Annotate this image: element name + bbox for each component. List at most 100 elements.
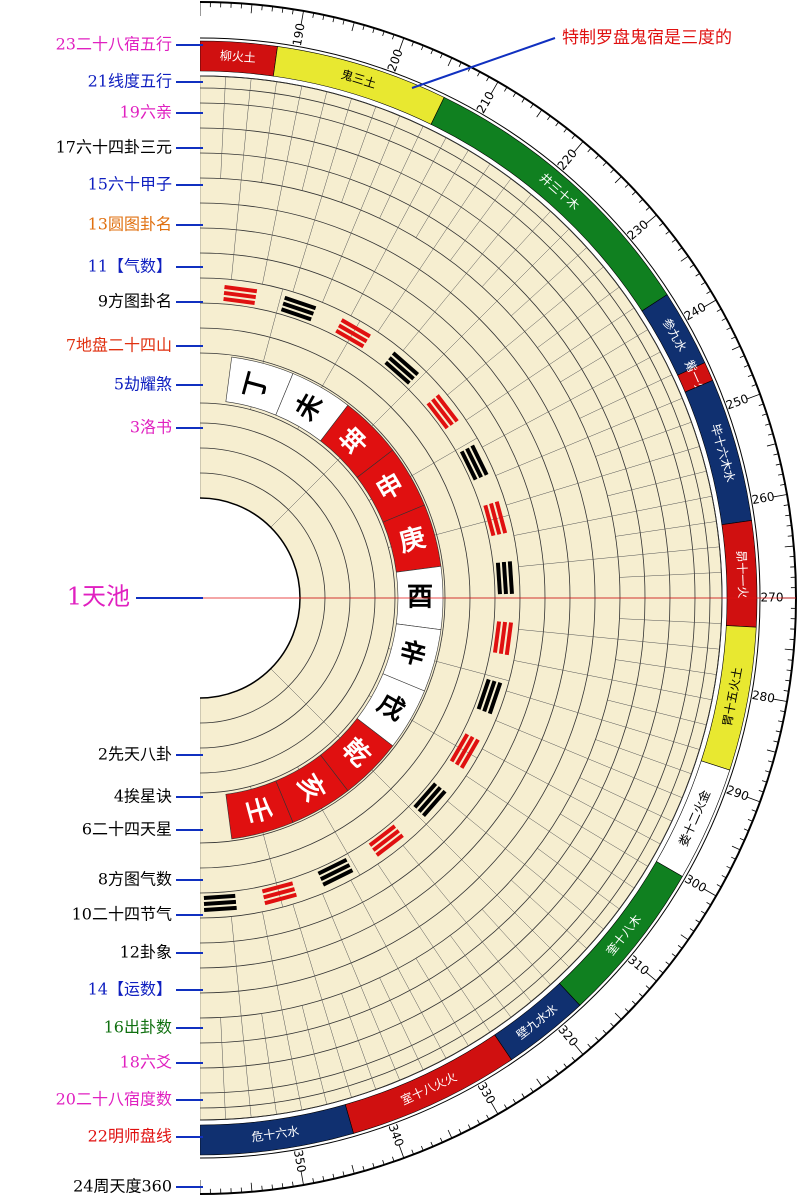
radial-line [611, 314, 625, 324]
degree-tick [758, 790, 764, 793]
radial-line [507, 803, 529, 818]
radial-line [619, 575, 645, 578]
degree-tick [671, 953, 677, 958]
degree-tick [271, 1184, 274, 1190]
radial-line [587, 758, 612, 769]
degree-tick [521, 97, 525, 103]
radial-line [296, 97, 300, 113]
degree-tick [786, 669, 792, 672]
radial-line [350, 293, 363, 316]
radial-line [220, 1017, 223, 1043]
radial-line [685, 694, 701, 698]
gua-bar [264, 892, 297, 906]
radial-line [233, 941, 237, 967]
annotation-pointer [411, 37, 556, 89]
radial-line [350, 962, 361, 987]
radial-line [460, 521, 486, 529]
radial-line [245, 105, 249, 131]
gua-bar [449, 733, 470, 763]
radial-line [391, 290, 406, 312]
mansion-label: 危十六水 [251, 1124, 300, 1145]
gua-bar [454, 735, 475, 766]
degree-tick [292, 9, 294, 15]
gua-bar [413, 782, 438, 809]
radial-line [603, 839, 625, 853]
radial-line [328, 1023, 337, 1048]
degree-tick [512, 92, 517, 98]
gua-bar [459, 738, 480, 769]
degree-tick [595, 1036, 600, 1042]
radial-line [642, 551, 668, 555]
degree-tick [638, 993, 644, 998]
radial-line [504, 423, 527, 436]
gua-bar [501, 561, 508, 595]
radial-line [379, 140, 390, 164]
radial-line [503, 178, 512, 189]
radial-line [685, 498, 701, 502]
radial-line [321, 999, 330, 1024]
degree-tick [780, 483, 786, 486]
radial-line [655, 711, 681, 719]
degree-tick [547, 1075, 551, 1081]
radial-line [694, 622, 710, 624]
radial-line [415, 216, 429, 238]
radial-line [263, 834, 271, 859]
radial-line [479, 200, 496, 221]
radial-line [428, 194, 442, 217]
radial-line [322, 893, 333, 917]
radial-line [366, 1063, 373, 1079]
radial-line [402, 331, 420, 351]
radial-line [636, 684, 662, 690]
radial-line [243, 130, 247, 156]
radial-line [692, 547, 708, 550]
degree-tick [392, 1156, 395, 1162]
radial-line [466, 922, 483, 943]
radial-line [532, 964, 543, 977]
radial-line [405, 269, 420, 291]
radial-line [313, 1053, 321, 1079]
degree-tick [372, 27, 375, 33]
radial-line [426, 353, 445, 372]
radial-line [409, 990, 422, 1013]
radial-line [660, 501, 686, 507]
radial-line [224, 1092, 226, 1108]
radial-line [704, 521, 717, 524]
radial-line [590, 858, 612, 874]
radial-line [466, 253, 483, 274]
layer-label: 15六十甲子 [88, 175, 172, 194]
radial-line [523, 194, 532, 204]
radial-line [394, 115, 400, 127]
degree-tick [602, 161, 607, 167]
radial-line [270, 668, 289, 687]
radial-line [291, 112, 297, 138]
degree-tick [746, 796, 761, 803]
radial-line [269, 858, 277, 884]
gua-bar [223, 296, 255, 306]
degree-tick [504, 86, 508, 92]
gua-bar [322, 868, 354, 887]
layer-label: 5劫耀煞 [114, 375, 172, 394]
radial-line [314, 196, 323, 221]
degree-tick [731, 845, 741, 851]
radial-line [443, 336, 462, 355]
radial-line [649, 454, 674, 462]
degree-tick [614, 176, 622, 184]
gua-bar [421, 789, 447, 818]
degree-tick [703, 299, 717, 308]
radial-line [224, 76, 226, 89]
degree-tick [486, 76, 490, 82]
radial-line [602, 396, 625, 408]
radial-line [466, 363, 487, 380]
radial-line [497, 215, 515, 235]
radial-line [577, 302, 598, 319]
degree-tick [766, 749, 776, 753]
radial-line [460, 667, 486, 675]
radial-line [513, 530, 539, 536]
radial-line [323, 721, 339, 737]
degree-tick [430, 1141, 434, 1147]
degree-tick [665, 961, 670, 966]
degree-tick [784, 545, 794, 548]
degree-tick [785, 679, 791, 682]
degree-tick [530, 1087, 534, 1093]
annotation: 特制罗盘鬼宿是三度的 [562, 28, 732, 48]
